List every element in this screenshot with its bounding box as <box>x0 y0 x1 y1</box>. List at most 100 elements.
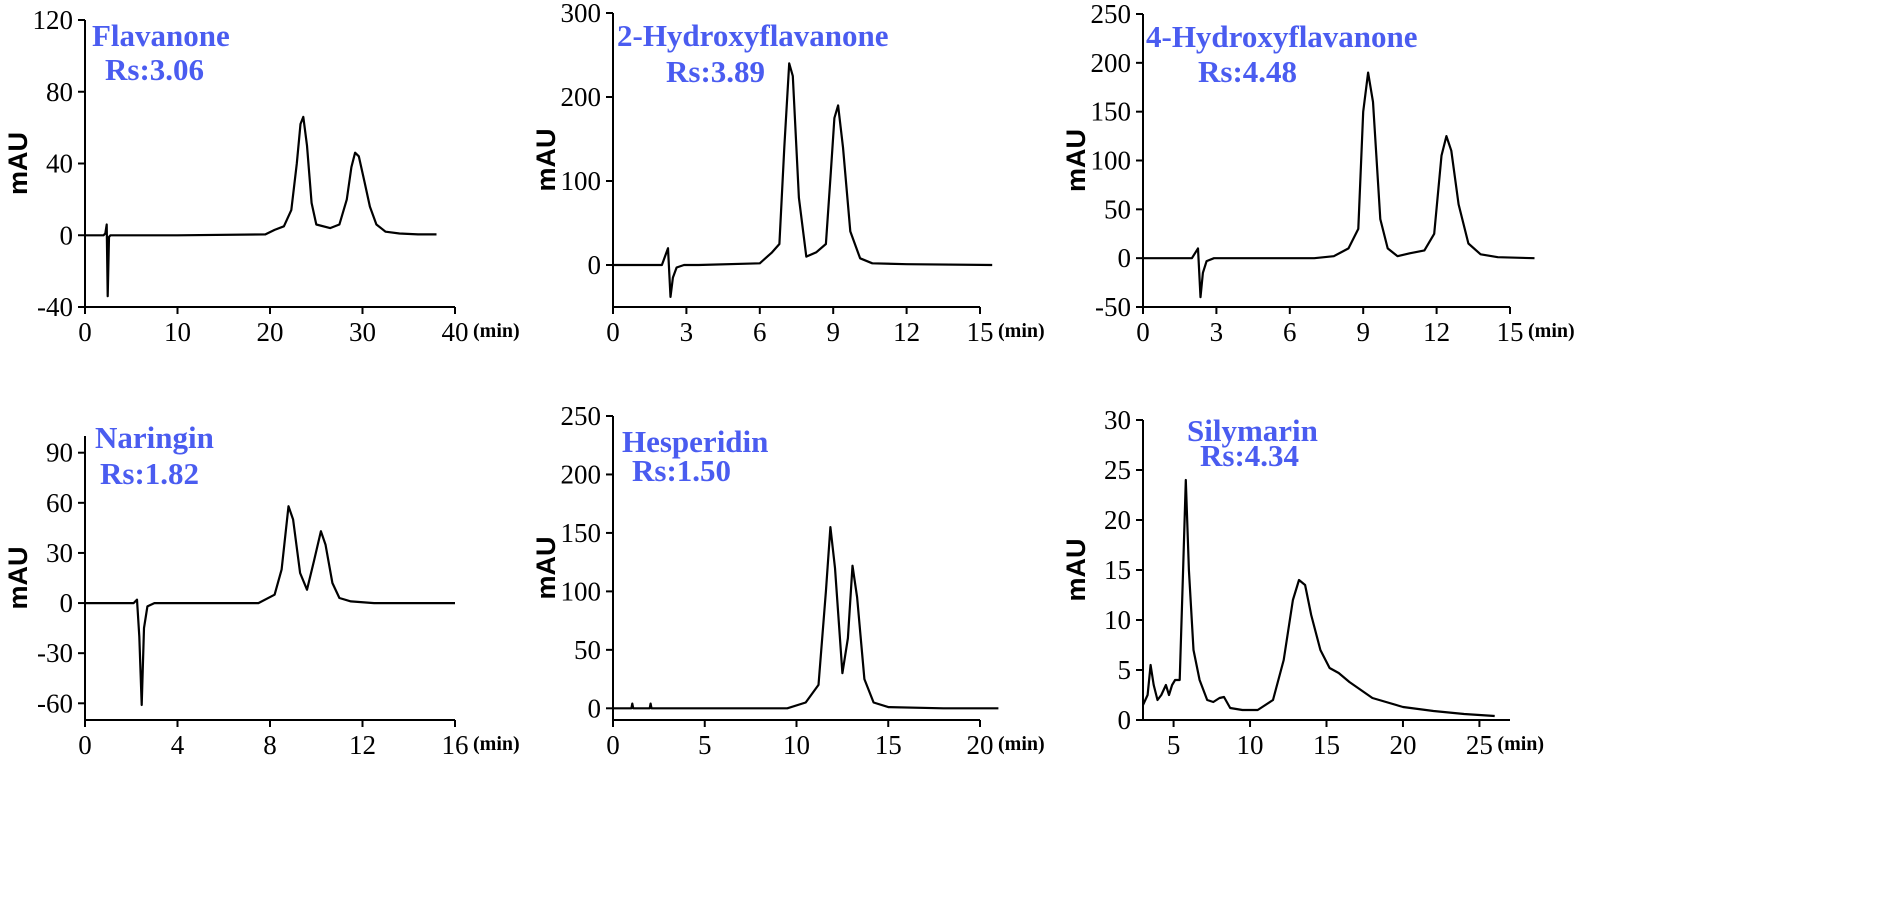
x-tick-label: 20 <box>1389 730 1416 760</box>
y-tick-label: 0 <box>60 588 74 618</box>
series-line <box>613 525 999 710</box>
chart-panel-1: 0 10 20 30 40 (min)-4004080120mAUFlavanoneRs:… <box>3 5 520 347</box>
compound-name-label: 2-Hydroxyflavanone <box>617 18 889 53</box>
x-tick-label: 5 <box>1167 730 1181 760</box>
x-unit-label: (min) <box>998 733 1045 755</box>
x-tick-label: 0 <box>78 730 92 760</box>
compound-name-label: Flavanone <box>92 18 230 53</box>
x-tick-label: 12 <box>1423 317 1450 347</box>
x-tick-label: 15 <box>1497 317 1524 347</box>
x-unit-label: (min) <box>473 320 520 342</box>
y-axis-title: mAU <box>1061 129 1091 192</box>
x-tick-label: 20 <box>257 317 284 347</box>
x-tick-label: 40 <box>442 317 469 347</box>
chart-panel-2: 0 3 6 9 12 15 (min) 0 100 200 300 mAU 2-Hydroxyflava… <box>531 0 1045 347</box>
y-tick-label: 50 <box>574 635 601 665</box>
x-tick-label: 6 <box>1283 317 1297 347</box>
x-tick-label: 10 <box>1237 730 1264 760</box>
y-tick-label: 40 <box>46 149 73 179</box>
x-tick-label: 15 <box>1313 730 1340 760</box>
y-tick-label: 0 <box>1118 243 1132 273</box>
x-tick-label: 15 <box>875 730 902 760</box>
x-tick-label: 16 <box>442 730 469 760</box>
series-line <box>613 62 993 298</box>
y-tick-label: 250 <box>561 401 602 431</box>
y-tick-label: 150 <box>561 518 602 548</box>
resolution-label: Rs:1.82 <box>100 456 199 491</box>
y-tick-label: -50 <box>1095 292 1131 322</box>
y-tick-label: 20 <box>1104 505 1131 535</box>
chart-panel-3: 0 3 6 9 12 15 (min)-50050100150200250mAU4-Hydr… <box>1061 0 1575 347</box>
y-axis-title: mAU <box>531 128 561 191</box>
y-tick-label: 30 <box>46 538 73 568</box>
x-tick-label: 25 <box>1466 730 1493 760</box>
x-tick-label: 0 <box>1136 317 1150 347</box>
y-tick-label: 5 <box>1118 655 1132 685</box>
x-tick-label: 6 <box>753 317 767 347</box>
compound-name-label: Hesperidin <box>622 424 768 459</box>
y-tick-label: 200 <box>561 459 602 489</box>
x-unit-label: (min) <box>473 733 520 755</box>
x-tick-label: 20 <box>967 730 994 760</box>
y-axis-title: mAU <box>3 132 33 195</box>
y-axis-title: mAU <box>1061 538 1091 601</box>
y-tick-label: 120 <box>33 5 74 35</box>
x-tick-label: 30 <box>349 317 376 347</box>
y-tick-label: 90 <box>46 438 73 468</box>
y-tick-label: -60 <box>37 688 73 718</box>
x-tick-label: 5 <box>698 730 712 760</box>
y-tick-label: 100 <box>561 576 602 606</box>
y-tick-label: 100 <box>1091 146 1132 176</box>
x-tick-label: 12 <box>349 730 376 760</box>
y-tick-label: 0 <box>1118 705 1132 735</box>
x-tick-label: 10 <box>783 730 810 760</box>
series-line <box>85 115 437 298</box>
y-tick-label: 300 <box>561 0 602 28</box>
y-tick-label: 60 <box>46 488 73 518</box>
x-tick-label: 9 <box>1356 317 1370 347</box>
chart-panel-6: 5 10 15 20 25 (min)051015202530mAUSilymarinRs… <box>1061 405 1544 760</box>
compound-name-label: Silymarin <box>1187 413 1318 448</box>
y-tick-label: 10 <box>1104 605 1131 635</box>
y-tick-label: 100 <box>561 166 602 196</box>
x-tick-label: 8 <box>263 730 277 760</box>
resolution-label: Rs:3.89 <box>666 54 765 89</box>
resolution-label: Rs:4.34 <box>1200 438 1299 473</box>
y-tick-label: 150 <box>1091 97 1132 127</box>
x-tick-label: 3 <box>680 317 694 347</box>
x-tick-label: 0 <box>78 317 92 347</box>
x-tick-label: 0 <box>606 317 620 347</box>
x-tick-label: 12 <box>893 317 920 347</box>
series-line <box>85 505 455 707</box>
y-tick-label: 80 <box>46 77 73 107</box>
x-tick-label: 3 <box>1210 317 1224 347</box>
chart-panel-5: 0 5 10 15 20 (min) 0 50 100 150 200 250 mAU Hesperidi… <box>531 401 1045 760</box>
y-tick-label: -30 <box>37 638 73 668</box>
y-tick-label: 0 <box>588 693 602 723</box>
resolution-label: Rs:1.50 <box>632 453 731 488</box>
y-tick-label: 0 <box>588 250 602 280</box>
x-tick-label: 9 <box>826 317 840 347</box>
series-line <box>1142 478 1495 718</box>
x-tick-label: 15 <box>967 317 994 347</box>
y-tick-label: 50 <box>1104 194 1131 224</box>
x-unit-label: (min) <box>1497 733 1544 755</box>
resolution-label: Rs:4.48 <box>1198 54 1297 89</box>
compound-name-label: Naringin <box>95 420 214 455</box>
y-tick-label: 30 <box>1104 405 1131 435</box>
chart-panel-4: 0 4 8 12 16 (min) -60 -30 0 30 60 90 mAU NaringinRs:1… <box>3 420 520 760</box>
compound-name-label: 4-Hydroxyflavanone <box>1146 19 1418 54</box>
x-tick-label: 4 <box>171 730 185 760</box>
y-axis-title: mAU <box>3 546 33 609</box>
y-tick-label: 250 <box>1091 0 1132 29</box>
series-line <box>1143 71 1535 299</box>
y-tick-label: 200 <box>1091 48 1132 78</box>
y-tick-label: 25 <box>1104 455 1131 485</box>
x-tick-label: 0 <box>606 730 620 760</box>
x-unit-label: (min) <box>1528 320 1575 342</box>
x-unit-label: (min) <box>998 320 1045 342</box>
y-axis-title: mAU <box>531 536 561 599</box>
x-tick-label: 10 <box>164 317 191 347</box>
resolution-label: Rs:3.06 <box>105 52 204 87</box>
